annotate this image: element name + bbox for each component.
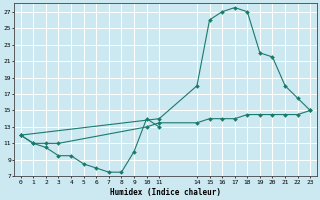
X-axis label: Humidex (Indice chaleur): Humidex (Indice chaleur) <box>110 188 221 197</box>
